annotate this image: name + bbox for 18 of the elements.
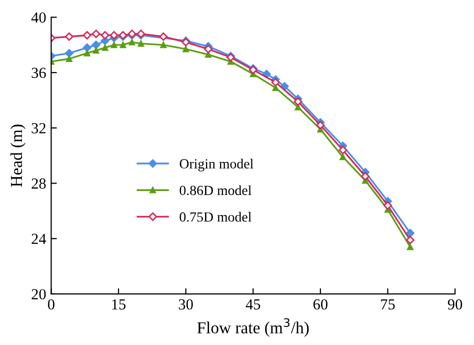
y-tick-label: 40 [31, 12, 46, 23]
x-tick-label: 90 [448, 299, 462, 310]
legend-label: 0.75D model [180, 212, 252, 222]
x-tick-label: 0 [48, 299, 54, 310]
x-tick-label: 45 [246, 299, 260, 310]
x-axis-title: Flow rate (m$^{3}$/h) [197, 318, 309, 337]
y-tick-label: 28 [32, 178, 46, 189]
y-tick-label: 36 [32, 68, 46, 78]
x-tick-label: 75 [381, 299, 395, 310]
y-tick-label: 20 [32, 289, 46, 300]
x-tick-label: 15 [112, 299, 126, 310]
x-tick-label: 30 [178, 299, 193, 310]
y-axis-title: Head (m) [10, 124, 26, 187]
y-tick-label: 24 [32, 234, 46, 244]
y-tick-label: 32 [32, 123, 46, 134]
legend-label: 0.86D model [180, 185, 252, 196]
legend-label: Origin model [180, 158, 254, 172]
x-tick-label: 60 [313, 299, 328, 310]
